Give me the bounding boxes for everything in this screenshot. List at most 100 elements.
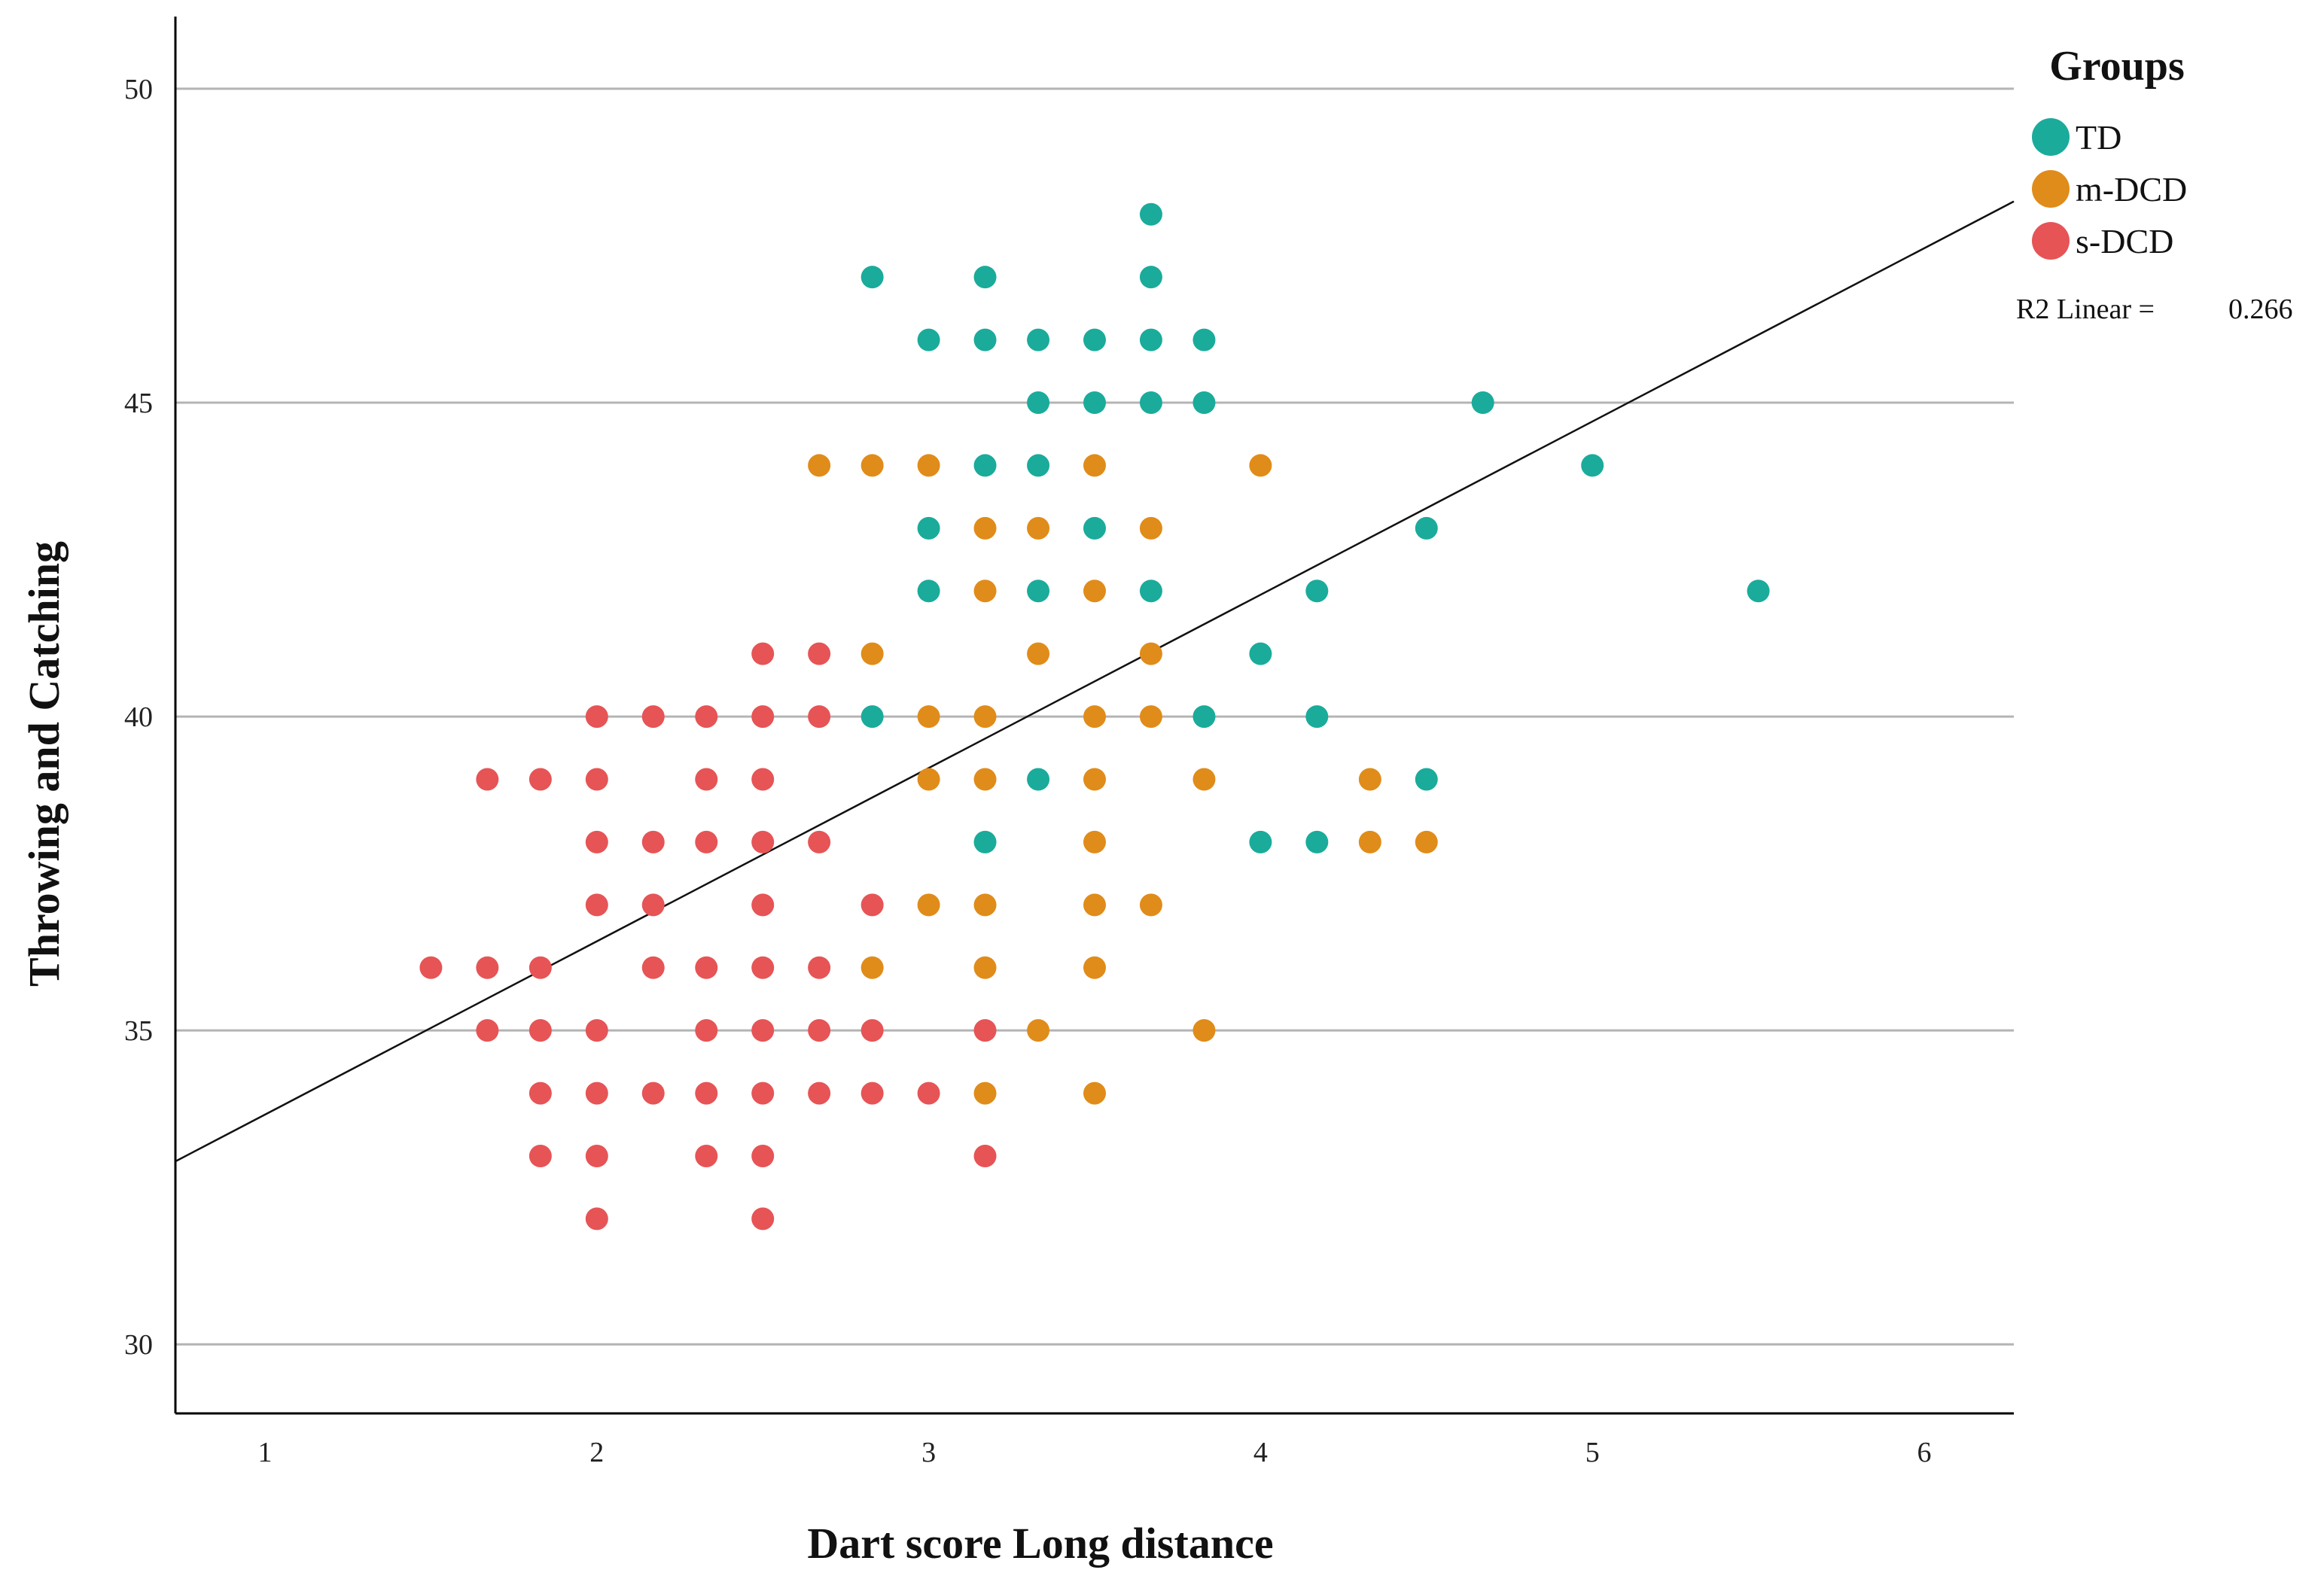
point-td (917, 580, 940, 603)
point-td (1027, 768, 1050, 791)
point-s-dcd (751, 642, 775, 665)
point-s-dcd (695, 705, 718, 729)
point-s-dcd (808, 705, 831, 729)
point-s-dcd (585, 1207, 608, 1231)
legend-label-s-dcd: s-DCD (2076, 222, 2173, 260)
point-td (1249, 830, 1272, 853)
point-s-dcd (751, 893, 775, 917)
r2-label: R2 Linear = (2016, 294, 2155, 325)
point-m-dcd (1358, 768, 1381, 791)
point-td (1027, 391, 1050, 415)
point-m-dcd (1083, 830, 1106, 853)
point-s-dcd (808, 1019, 831, 1042)
point-s-dcd (641, 705, 665, 729)
point-m-dcd (1139, 893, 1162, 917)
point-s-dcd (860, 1082, 884, 1105)
point-m-dcd (1083, 454, 1106, 477)
point-td (1139, 328, 1162, 351)
point-m-dcd (973, 516, 997, 540)
point-m-dcd (1083, 893, 1106, 917)
point-td (1305, 705, 1329, 729)
point-td (917, 516, 940, 540)
point-m-dcd (1358, 830, 1381, 853)
point-s-dcd (751, 768, 775, 791)
point-td (860, 266, 884, 289)
point-s-dcd (419, 956, 443, 979)
point-m-dcd (973, 705, 997, 729)
point-td (973, 830, 997, 853)
point-td (973, 454, 997, 477)
legend-label-td: TD (2076, 118, 2121, 157)
y-tick-label: 45 (124, 388, 153, 419)
point-td (1581, 454, 1604, 477)
legend-marker-m-dcd (2032, 170, 2070, 208)
point-m-dcd (860, 454, 884, 477)
regression-line (175, 200, 2015, 1163)
point-td (1305, 580, 1329, 603)
point-s-dcd (973, 1019, 997, 1042)
point-m-dcd (1083, 1082, 1106, 1105)
point-td (1139, 202, 1162, 226)
x-tick-label: 1 (258, 1437, 273, 1468)
point-s-dcd (695, 768, 718, 791)
y-tick-label: 50 (124, 74, 153, 105)
point-td (1192, 328, 1216, 351)
axes (174, 17, 2014, 1415)
point-m-dcd (1192, 768, 1216, 791)
point-td (1471, 391, 1494, 415)
data-points (419, 202, 1770, 1231)
point-s-dcd (476, 768, 499, 791)
point-s-dcd (528, 1144, 552, 1167)
legend-marker-td (2032, 118, 2070, 156)
point-s-dcd (528, 768, 552, 791)
point-td (1415, 516, 1438, 540)
point-m-dcd (917, 768, 940, 791)
point-td (1027, 328, 1050, 351)
point-s-dcd (641, 830, 665, 853)
legend-marker-s-dcd (2032, 222, 2070, 260)
point-s-dcd (528, 1019, 552, 1042)
point-m-dcd (1083, 580, 1106, 603)
point-td (973, 328, 997, 351)
point-m-dcd (1139, 516, 1162, 540)
point-s-dcd (751, 1207, 775, 1231)
point-td (1083, 516, 1106, 540)
point-td (1083, 328, 1106, 351)
point-td (860, 705, 884, 729)
point-td (1027, 454, 1050, 477)
point-td (1083, 391, 1106, 415)
point-m-dcd (1083, 705, 1106, 729)
point-m-dcd (860, 642, 884, 665)
point-m-dcd (1249, 454, 1272, 477)
x-tick-label: 6 (1917, 1437, 1931, 1468)
point-s-dcd (585, 768, 608, 791)
point-td (1027, 580, 1050, 603)
point-m-dcd (1027, 516, 1050, 540)
point-m-dcd (917, 893, 940, 917)
r2-value: 0.266 (2228, 294, 2293, 325)
point-s-dcd (808, 1082, 831, 1105)
point-s-dcd (808, 830, 831, 853)
point-td (1192, 391, 1216, 415)
point-m-dcd (1139, 705, 1162, 729)
point-td (1139, 266, 1162, 289)
point-td (1747, 580, 1770, 603)
point-s-dcd (917, 1082, 940, 1105)
x-tick-label: 4 (1253, 1437, 1268, 1468)
point-m-dcd (973, 580, 997, 603)
point-td (1192, 705, 1216, 729)
point-s-dcd (476, 1019, 499, 1042)
y-tick-label: 35 (124, 1015, 153, 1047)
point-s-dcd (695, 830, 718, 853)
x-axis-title: Dart score Long distance (807, 1519, 1273, 1568)
legend-label-m-dcd: m-DCD (2076, 170, 2187, 208)
point-s-dcd (808, 642, 831, 665)
point-s-dcd (695, 956, 718, 979)
point-m-dcd (1027, 1019, 1050, 1042)
point-m-dcd (1192, 1019, 1216, 1042)
y-tick-label: 30 (124, 1329, 153, 1361)
point-m-dcd (860, 956, 884, 979)
point-td (1139, 580, 1162, 603)
point-m-dcd (917, 705, 940, 729)
